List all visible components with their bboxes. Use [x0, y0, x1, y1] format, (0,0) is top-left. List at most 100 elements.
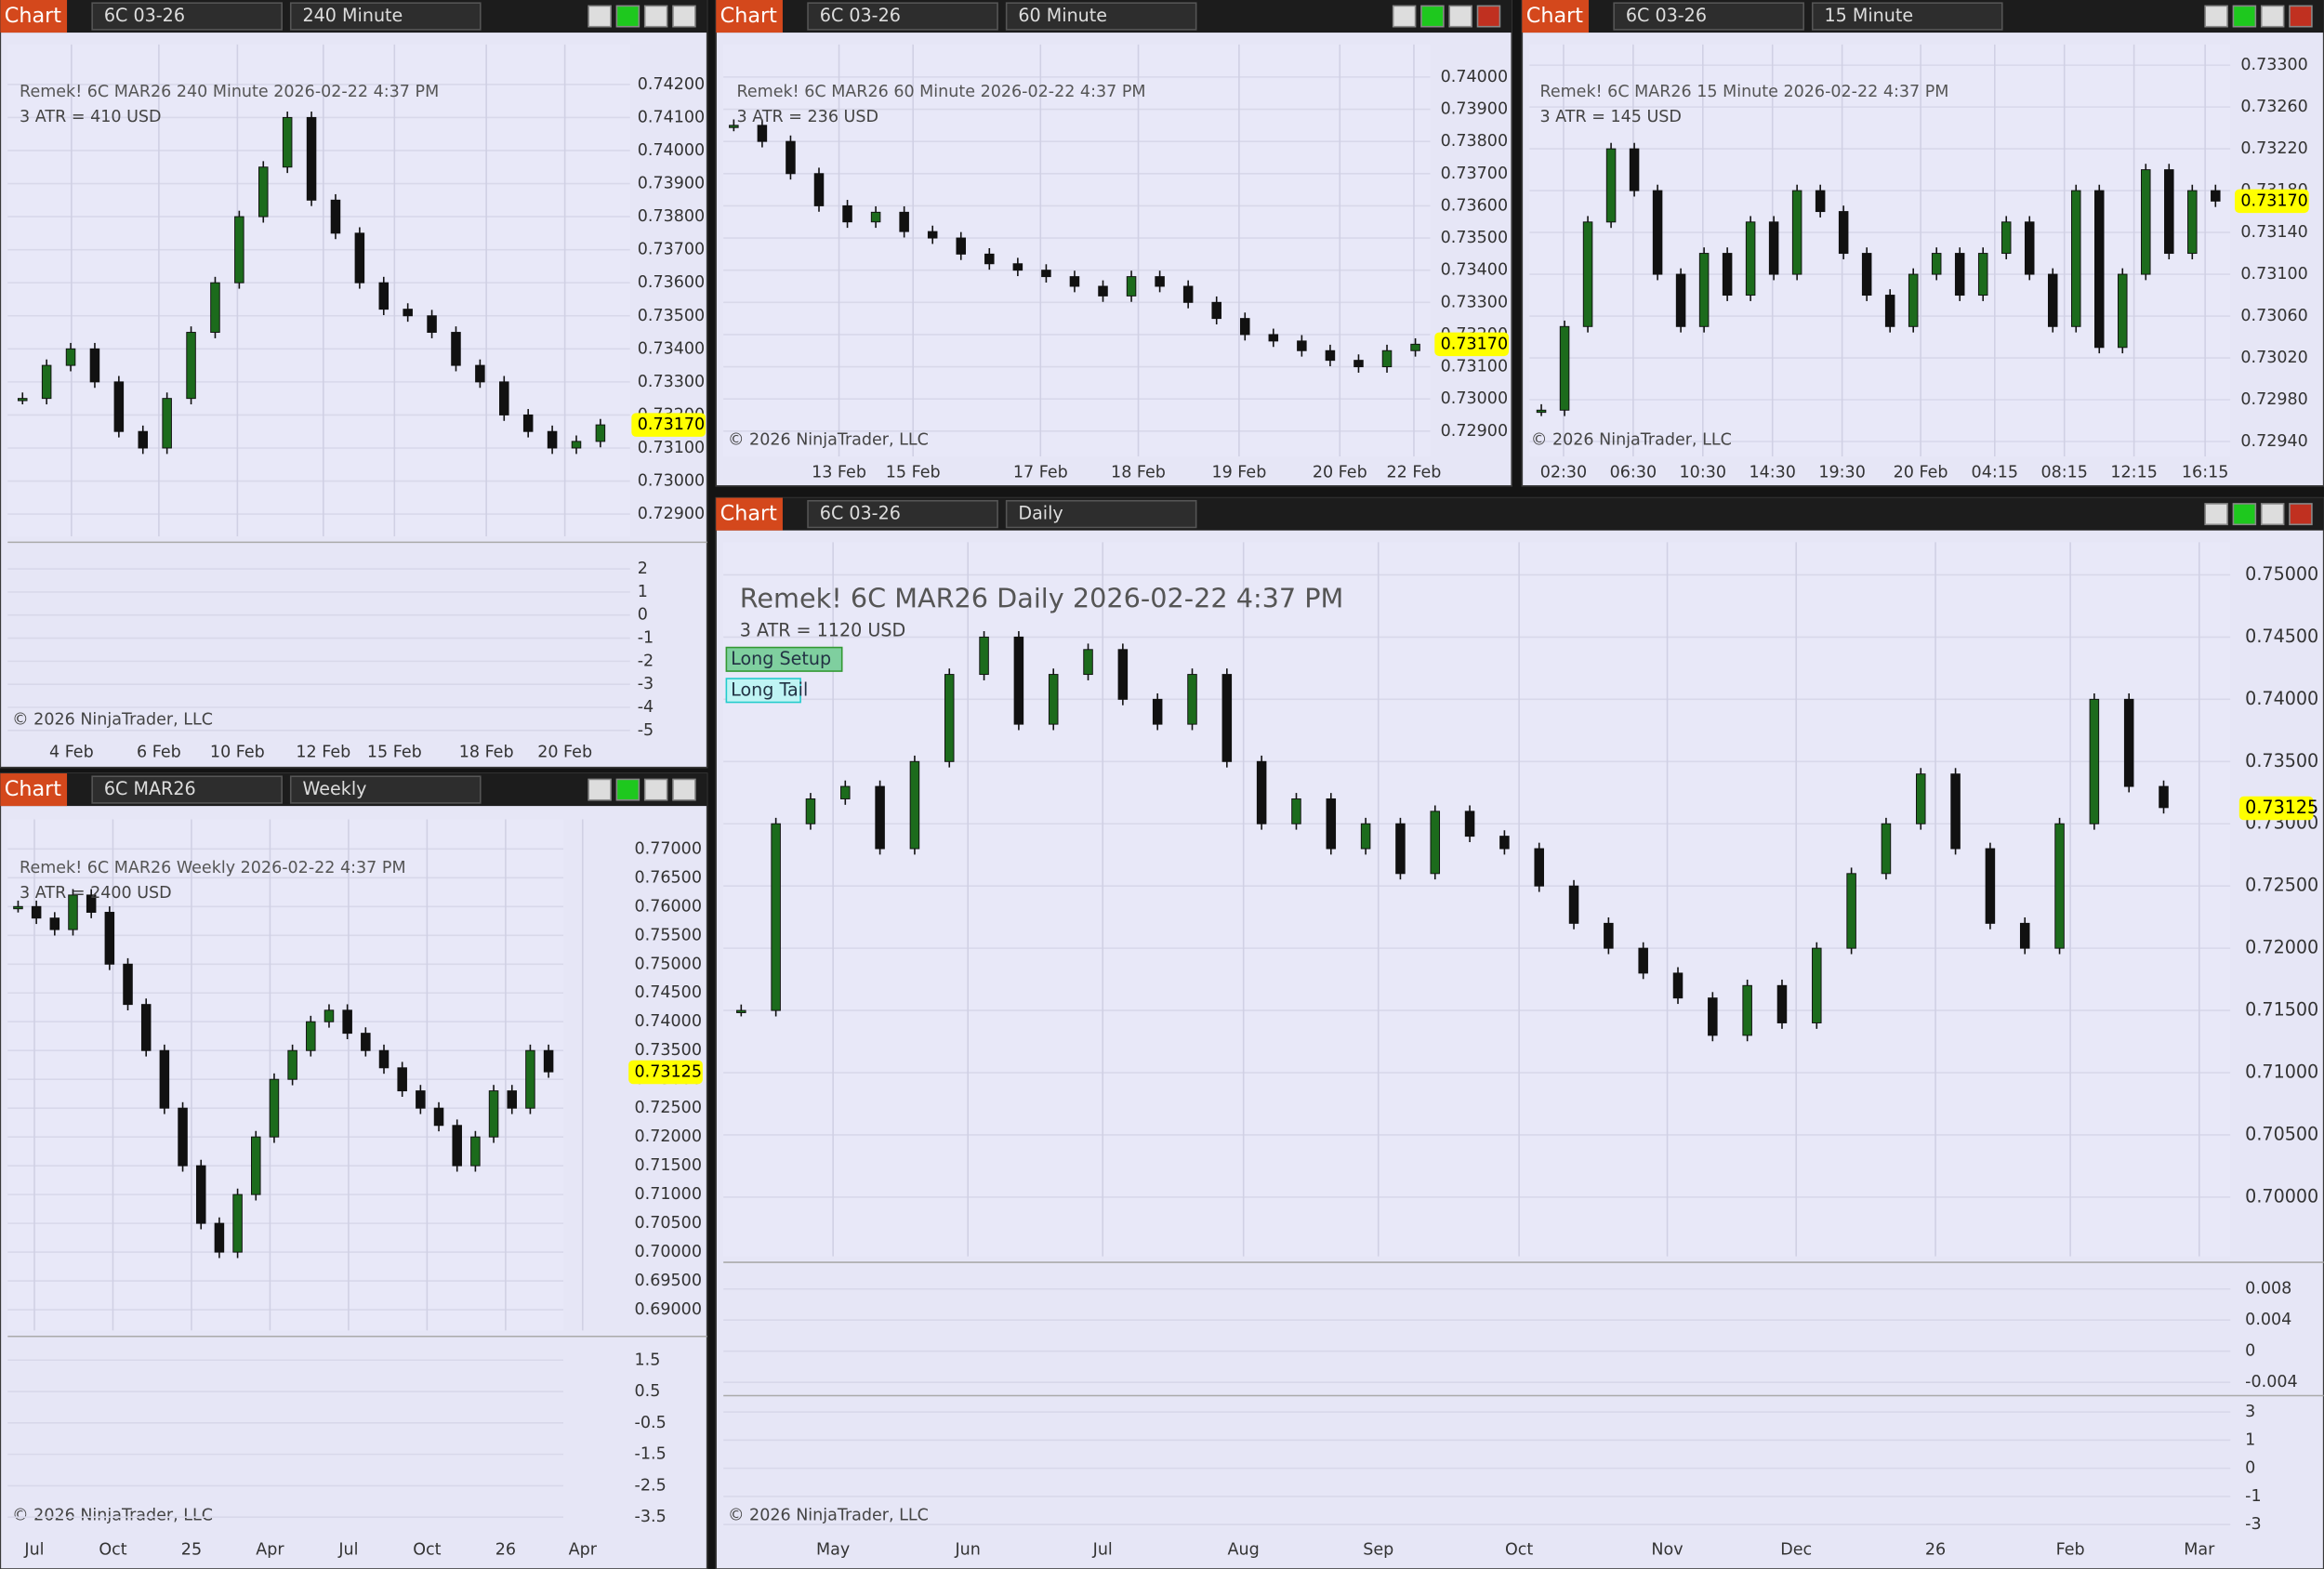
instrument-dropdown[interactable]	[807, 2, 998, 31]
interval[interactable]: Weekly	[303, 778, 367, 799]
app-button[interactable]	[1522, 0, 1590, 33]
interval[interactable]: 240 Minute	[303, 5, 403, 26]
window-button[interactable]	[1392, 5, 1417, 28]
instrument-dropdown[interactable]	[91, 2, 283, 31]
indicator-tick-label: -1	[638, 629, 654, 648]
price-tick-label: 0.74500	[2245, 626, 2318, 647]
window-button[interactable]	[615, 778, 640, 801]
interval-dropdown[interactable]	[1811, 2, 2003, 31]
chart-caption: Remek! 6C MAR26 15 Minute 2026-02-22 4:3…	[1539, 83, 1948, 101]
app-button[interactable]	[716, 497, 783, 531]
candle	[178, 1107, 188, 1167]
instrument[interactable]: 6C 03-26	[1626, 5, 1707, 26]
instrument[interactable]: 6C 03-26	[104, 5, 185, 26]
window-button[interactable]	[2260, 503, 2285, 526]
candle	[427, 315, 437, 334]
price-tick-label: 0.73900	[1441, 100, 1508, 119]
instrument[interactable]: 6C 03-26	[820, 503, 901, 524]
price-tick-label: 0.73260	[2240, 98, 2307, 116]
candle	[342, 1009, 352, 1035]
candle	[2159, 785, 2169, 809]
interval-dropdown[interactable]	[1005, 499, 1197, 529]
window-button[interactable]	[2232, 503, 2257, 526]
candle	[1931, 253, 1942, 275]
date-label: 26	[495, 1540, 516, 1559]
candle	[113, 381, 125, 432]
window-button[interactable]	[2260, 5, 2285, 28]
window-button[interactable]	[2289, 503, 2313, 526]
candle	[1672, 972, 1684, 999]
candle	[17, 398, 28, 402]
interval-dropdown[interactable]	[289, 775, 482, 804]
candle	[736, 1009, 746, 1013]
interval[interactable]: 15 Minute	[1824, 5, 1913, 26]
interval-dropdown[interactable]	[1005, 2, 1197, 31]
indicator-tick-label: -4	[638, 698, 654, 717]
app-button[interactable]	[0, 773, 68, 807]
window-button[interactable]	[615, 5, 640, 28]
price-tick-label: 0.73700	[638, 241, 705, 259]
candle	[1559, 325, 1570, 411]
candle	[944, 674, 955, 762]
candle	[1117, 649, 1129, 700]
date-label: 12:15	[2110, 463, 2157, 481]
candle	[378, 282, 390, 310]
candle	[1791, 190, 1802, 275]
candle	[875, 785, 885, 850]
chart-caption: Remek! 6C MAR26 Daily 2026-02-22 4:37 PM	[740, 583, 1344, 614]
instrument-dropdown[interactable]	[807, 499, 998, 529]
candle	[1464, 811, 1475, 837]
app-label[interactable]: Chart	[1526, 4, 1584, 28]
interval[interactable]: 60 Minute	[1018, 5, 1107, 26]
window-button[interactable]	[588, 5, 612, 28]
candle	[13, 905, 23, 910]
app-label[interactable]: Chart	[5, 777, 62, 801]
window-button[interactable]	[2204, 5, 2228, 28]
candle	[403, 309, 413, 317]
instrument[interactable]: 6C MAR26	[104, 778, 196, 799]
app-label[interactable]: Chart	[5, 4, 62, 28]
price-tick-label: 0.73060	[2240, 307, 2307, 325]
date-label: 25	[181, 1540, 202, 1559]
app-label[interactable]: Chart	[720, 502, 778, 526]
candle	[65, 348, 76, 366]
window-button[interactable]	[2289, 5, 2313, 28]
window-button[interactable]	[2232, 5, 2257, 28]
price-marker	[1434, 332, 1509, 357]
signal-label: Long Setup	[731, 648, 831, 669]
app-button[interactable]	[716, 0, 783, 33]
instrument-dropdown[interactable]	[91, 775, 283, 804]
price-tick-label: 0.75000	[635, 955, 702, 973]
candle	[1815, 190, 1826, 213]
instrument[interactable]: 6C 03-26	[820, 5, 901, 26]
candle	[1240, 318, 1250, 336]
window-button[interactable]	[672, 778, 696, 801]
window-button[interactable]	[1420, 5, 1445, 28]
date-label: 10 Feb	[210, 744, 265, 762]
instrument-dropdown[interactable]	[1613, 2, 1804, 31]
window-button[interactable]	[1476, 5, 1501, 28]
window-button[interactable]	[672, 5, 696, 28]
window-button[interactable]	[2204, 503, 2228, 526]
interval-dropdown[interactable]	[289, 2, 482, 31]
window-button[interactable]	[1448, 5, 1472, 28]
plot-area	[7, 819, 564, 1331]
candle	[2118, 273, 2128, 349]
date-label: Jul	[1092, 1540, 1113, 1559]
app-label[interactable]: Chart	[720, 4, 778, 28]
candle	[499, 381, 509, 415]
date-label: Apr	[569, 1540, 598, 1559]
price-tick-label: 0.73800	[638, 207, 705, 226]
window-button[interactable]	[643, 5, 668, 28]
app-button[interactable]	[0, 0, 68, 33]
candle	[1360, 823, 1371, 850]
candle	[1381, 349, 1393, 368]
chart-caption: Remek! 6C MAR26 Weekly 2026-02-22 4:37 P…	[20, 859, 406, 877]
date-label: Mar	[2184, 1540, 2215, 1559]
interval[interactable]: Daily	[1018, 503, 1063, 524]
candle	[1083, 649, 1093, 676]
window-button[interactable]	[588, 778, 612, 801]
window-button[interactable]	[643, 778, 668, 801]
date-label: 15 Feb	[886, 463, 941, 481]
